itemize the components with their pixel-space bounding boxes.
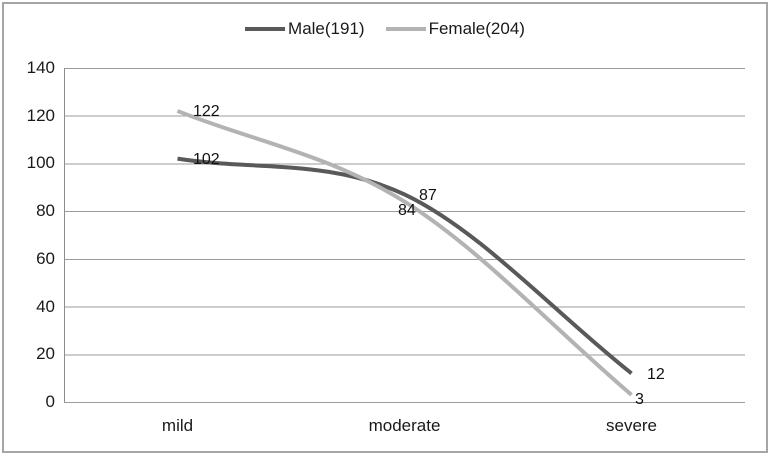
x-tick-label-moderate: moderate xyxy=(368,416,441,435)
y-tick-label: 100 xyxy=(26,153,55,173)
legend-label-female: Female(204) xyxy=(428,19,525,38)
x-tick-label-mild: mild xyxy=(161,416,194,435)
female-line-swatch xyxy=(385,27,426,31)
x-tick-label-severe: severe xyxy=(605,416,658,435)
y-tick-label: 80 xyxy=(36,201,55,221)
y-tick-label: 0 xyxy=(45,392,55,411)
legend-item-female: Female(204) xyxy=(385,19,525,39)
data-label-male-mild: 102 xyxy=(193,151,220,168)
female-series-line xyxy=(176,109,633,397)
legend-item-male: Male(191) xyxy=(245,19,365,39)
y-tick-label: 20 xyxy=(36,344,55,364)
data-label-male-moderate: 87 xyxy=(419,187,437,204)
gridlines xyxy=(64,68,745,403)
male-series-line xyxy=(177,156,633,375)
data-label-male-severe: 12 xyxy=(647,366,665,383)
data-label-female-severe: 3 xyxy=(635,391,644,408)
legend-label-male: Male(191) xyxy=(288,19,365,38)
y-tick-label: 60 xyxy=(36,248,55,268)
male-line-swatch xyxy=(245,27,286,31)
data-label-female-moderate: 84 xyxy=(398,202,416,219)
legend: Male(191) Female(204) xyxy=(0,19,770,39)
y-tick-label: 140 xyxy=(26,58,55,77)
y-tick-label: 40 xyxy=(36,296,55,316)
y-tick-label: 120 xyxy=(26,105,55,125)
data-label-female-mild: 122 xyxy=(193,103,220,120)
